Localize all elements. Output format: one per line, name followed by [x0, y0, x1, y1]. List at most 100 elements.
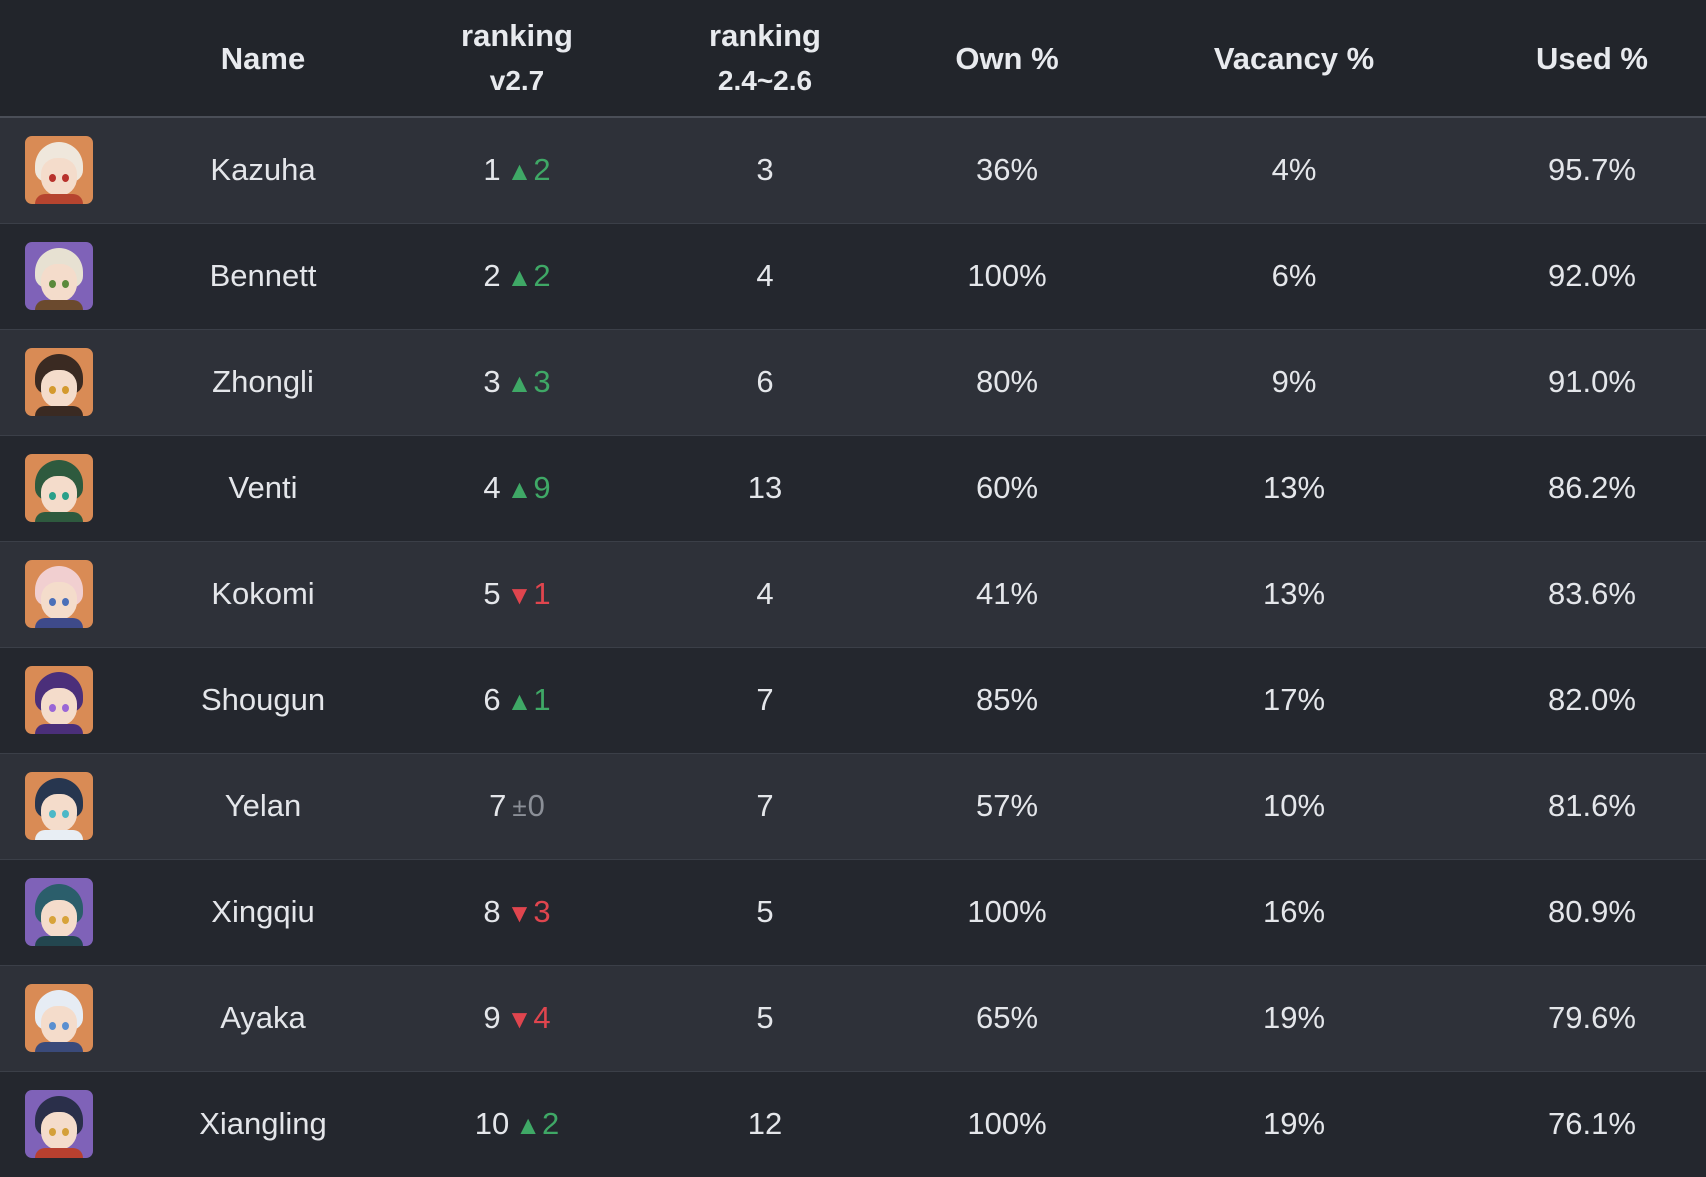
avatar-eye-left [49, 810, 56, 818]
avatar-cell [0, 647, 118, 753]
rank-change-up: ▲9 [507, 470, 551, 505]
venti-avatar-icon [25, 454, 93, 522]
avatar-collar [35, 406, 83, 416]
avatar-collar [35, 194, 83, 205]
vacancy-percent: 10% [1262, 788, 1326, 823]
ranking-cell: 9 ▼4 [408, 965, 626, 1071]
avatar-eye-right [62, 598, 69, 606]
previous-rank: 12 [747, 1106, 783, 1142]
xiangling-avatar-icon [25, 1090, 93, 1159]
character-name: Yelan [224, 788, 302, 823]
rank-change-arrow-icon: ▲ [515, 1110, 541, 1141]
header-used[interactable]: Used % [1478, 0, 1706, 118]
own-percent: 41% [975, 576, 1039, 611]
avatar-face [41, 900, 77, 938]
table-row[interactable]: Xiangling 10 ▲2 12 100% 19% 76.1% [0, 1071, 1706, 1177]
avatar-eye-right [62, 386, 69, 394]
avatar-collar [35, 1148, 83, 1159]
avatar-collar [35, 936, 83, 946]
rank-number: 2 [483, 258, 501, 293]
rank-number: 8 [483, 894, 501, 929]
previous-rank: 6 [756, 364, 774, 399]
rank-change-up: ▲1 [507, 682, 551, 717]
header-ranking-prev[interactable]: ranking 2.4~2.6 [626, 0, 904, 118]
own-percent: 100% [967, 894, 1047, 929]
character-name: Venti [228, 470, 298, 505]
previous-rank: 4 [756, 576, 774, 611]
character-name: Bennett [209, 258, 317, 293]
table-row[interactable]: Shougun 6 ▲1 7 85% 17% 82.0% [0, 647, 1706, 753]
table-row[interactable]: Zhongli 3 ▲3 6 80% 9% 91.0% [0, 329, 1706, 435]
rank-number: 10 [474, 1106, 510, 1142]
table-row[interactable]: Venti 4 ▲9 13 60% 13% 86.2% [0, 435, 1706, 541]
avatar-eye-left [49, 492, 56, 500]
avatar-eye-right [62, 1128, 69, 1137]
rank-change-arrow-icon: ▼ [506, 1004, 533, 1034]
header-ranking-v27-line1: ranking [461, 18, 573, 53]
own-percent: 57% [975, 788, 1039, 823]
character-name: Ayaka [220, 1000, 306, 1035]
vacancy-percent: 13% [1262, 470, 1326, 505]
avatar-eye-left [49, 916, 56, 924]
rank-change-value: 1 [533, 682, 551, 717]
table-row[interactable]: Ayaka 9 ▼4 5 65% 19% 79.6% [0, 965, 1706, 1071]
avatar-eye-right [62, 810, 69, 818]
avatar-eye-left [49, 174, 56, 183]
avatar-eye-left [49, 386, 56, 394]
table-row[interactable]: Yelan 7 ±0 7 57% 10% 81.6% [0, 753, 1706, 859]
ranking-cell: 4 ▲9 [408, 435, 626, 541]
avatar-eye-left [49, 1022, 56, 1030]
ranking-cell: 5 ▼1 [408, 541, 626, 647]
bennett-avatar-icon [25, 242, 93, 310]
used-percent: 79.6% [1548, 1000, 1636, 1035]
kazuha-avatar-icon [25, 136, 93, 205]
avatar-cell [0, 1071, 118, 1177]
table-header: Name ranking v2.7 ranking 2.4~2.6 Own % … [0, 0, 1706, 118]
avatar-eye-right [62, 280, 69, 288]
character-name: Kazuha [210, 152, 316, 188]
own-percent: 65% [975, 1000, 1039, 1035]
avatar-collar [35, 1042, 83, 1052]
rank-change-value: 0 [527, 788, 545, 823]
rank-number: 9 [483, 1000, 501, 1035]
rank-change-arrow-icon: ▲ [506, 686, 533, 716]
avatar-cell [0, 541, 118, 647]
header-own[interactable]: Own % [904, 0, 1110, 118]
header-vacancy[interactable]: Vacancy % [1110, 0, 1478, 118]
previous-rank: 4 [756, 258, 774, 293]
ranking-cell: 10 ▲2 [408, 1071, 626, 1177]
rank-change-up: ▲2 [507, 152, 551, 187]
previous-rank: 13 [747, 470, 783, 505]
vacancy-percent: 9% [1271, 364, 1317, 399]
rank-change-arrow-icon: ▼ [506, 580, 533, 610]
own-percent: 100% [967, 258, 1047, 293]
header-name[interactable]: Name [118, 0, 408, 118]
rank-change-arrow-icon: ▲ [506, 368, 533, 398]
avatar-eye-right [62, 704, 69, 712]
table-body: Kazuha 1 ▲2 3 36% 4% 95.7% Bennett 2 ▲2 4 … [0, 117, 1706, 1177]
used-percent: 82.0% [1548, 682, 1636, 717]
character-name: Xiangling [199, 1106, 327, 1142]
header-ranking-v27-line2: v2.7 [489, 65, 545, 96]
table-row[interactable]: Kazuha 1 ▲2 3 36% 4% 95.7% [0, 117, 1706, 223]
avatar-collar [35, 300, 83, 310]
table-row[interactable]: Bennett 2 ▲2 4 100% 6% 92.0% [0, 223, 1706, 329]
rank-change-value: 2 [533, 152, 551, 188]
used-percent: 81.6% [1548, 788, 1636, 823]
previous-rank: 7 [756, 788, 774, 823]
used-percent: 86.2% [1548, 470, 1636, 505]
table-row[interactable]: Xingqiu 8 ▼3 5 100% 16% 80.9% [0, 859, 1706, 965]
table-row[interactable]: Kokomi 5 ▼1 4 41% 13% 83.6% [0, 541, 1706, 647]
avatar-cell [0, 435, 118, 541]
avatar-face [41, 1006, 77, 1044]
character-name: Zhongli [212, 364, 314, 399]
avatar-face [41, 370, 77, 408]
rank-number: 4 [483, 470, 501, 505]
avatar-face [41, 582, 77, 620]
vacancy-percent: 4% [1271, 152, 1317, 188]
avatar-face [41, 158, 77, 197]
rank-change-down: ▼3 [507, 894, 551, 929]
header-ranking-v27[interactable]: ranking v2.7 [408, 0, 626, 118]
avatar-eye-left [49, 280, 56, 288]
